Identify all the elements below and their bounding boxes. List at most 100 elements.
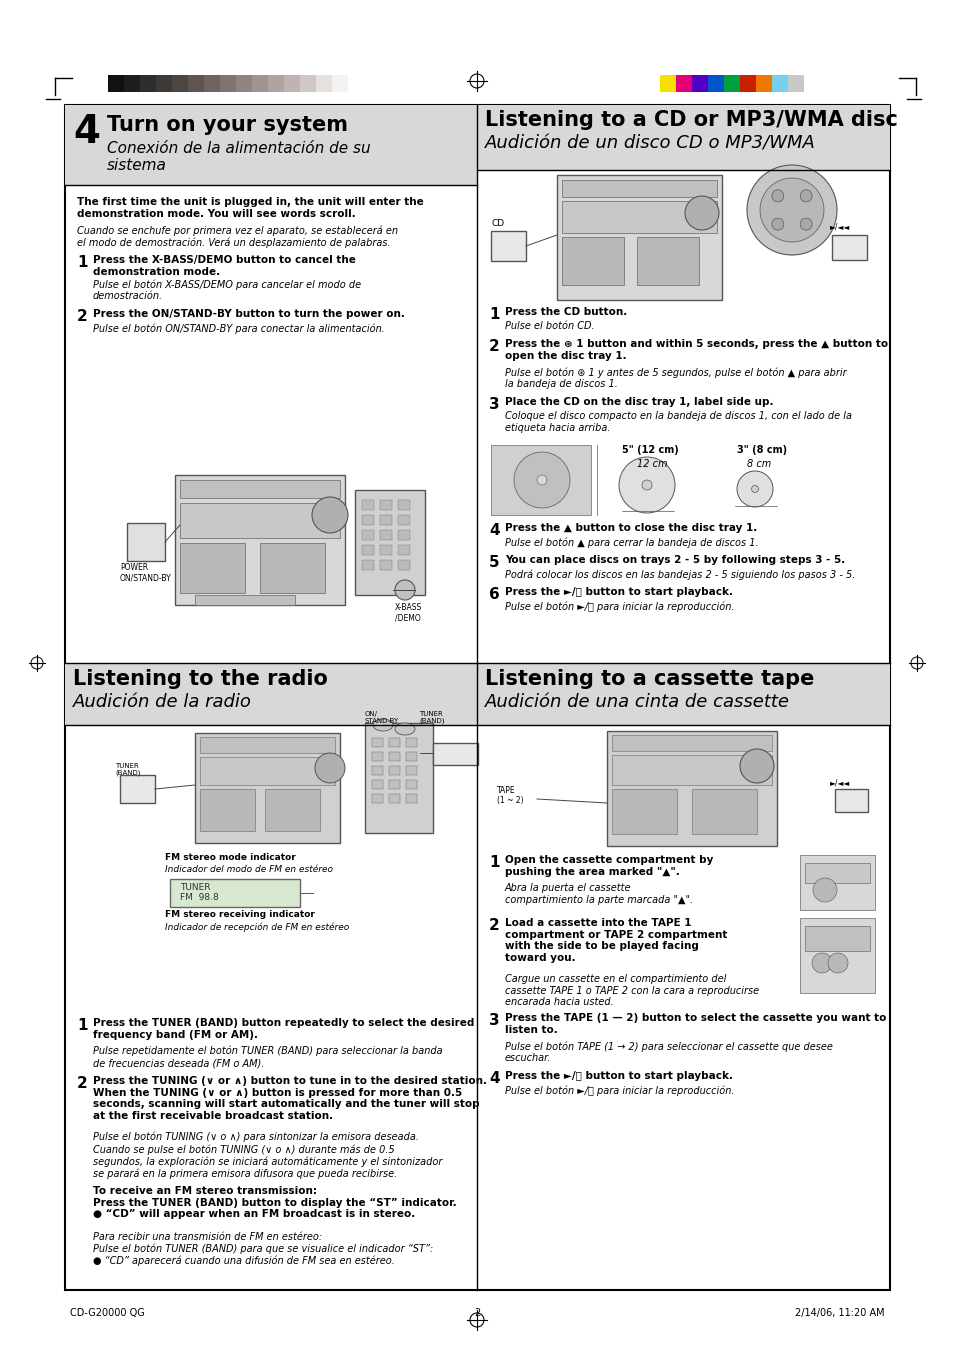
Circle shape [537,475,546,485]
Bar [397,515,410,525]
Text: FM stereo receiving indicator: FM stereo receiving indicator [165,910,314,919]
Bar [691,74,707,92]
Text: 8 cm: 8 cm [746,458,770,469]
Text: You can place discs on trays 2 - 5 by following steps 3 - 5.: You can place discs on trays 2 - 5 by fo… [504,556,844,565]
Text: 2: 2 [77,1076,88,1091]
Bar [491,231,525,261]
Text: TUNER
(BAND): TUNER (BAND) [115,763,140,776]
Text: Press the ⊛ 1 button and within 5 seconds, press the ▲ button to
open the disc t: Press the ⊛ 1 button and within 5 second… [504,339,887,361]
Bar [406,752,416,761]
Text: Conexión de la alimentación de su
sistema: Conexión de la alimentación de su sistem… [107,141,370,173]
Text: Indicador de recepción de FM en estéreo: Indicador de recepción de FM en estéreo [165,922,349,932]
Text: 6: 6 [489,587,499,602]
Bar [379,500,392,510]
Circle shape [760,178,823,242]
Text: Cargue un cassette en el compartimiento del
cassette TAPE 1 o TAPE 2 con la cara: Cargue un cassette en el compartimiento … [504,973,759,1007]
Bar [372,738,382,748]
Text: 2/14/06, 11:20 AM: 2/14/06, 11:20 AM [795,1307,884,1318]
Bar [406,767,416,775]
Text: Pulse el botón X-BASS/DEMO para cancelar el modo de
demostración.: Pulse el botón X-BASS/DEMO para cancelar… [92,279,361,301]
Text: Press the TUNER (BAND) button repeatedly to select the desired
frequency band (F: Press the TUNER (BAND) button repeatedly… [92,1018,474,1040]
Bar [180,544,245,594]
Text: 12 cm: 12 cm [637,458,667,469]
Bar [361,500,374,510]
Bar [372,794,382,803]
Bar [174,475,345,604]
Bar [120,775,154,803]
Text: 1: 1 [489,854,499,869]
Text: Listening to the radio: Listening to the radio [73,669,328,690]
Text: Pulse el botón TUNING (∨ o ∧) para sintonizar la emisora deseada.
Cuando se puls: Pulse el botón TUNING (∨ o ∧) para sinto… [92,1132,442,1179]
Bar [804,926,869,950]
Bar [707,74,723,92]
Bar [200,790,254,831]
Bar [406,780,416,790]
Bar [124,74,140,92]
Text: Indicador del modo de FM en estéreo: Indicador del modo de FM en estéreo [165,865,333,873]
Text: Pulse el botón TAPE (1 → 2) para seleccionar el cassette que desee
escuchar.: Pulse el botón TAPE (1 → 2) para selecci… [504,1041,832,1063]
Circle shape [812,877,836,902]
Circle shape [684,196,719,230]
Bar [188,74,204,92]
Bar [659,74,676,92]
Text: ON/
STAND-BY: ON/ STAND-BY [365,711,399,725]
Circle shape [800,218,811,230]
Bar [433,744,477,765]
Text: 3: 3 [489,397,499,412]
Text: The first time the unit is plugged in, the unit will enter the
demonstration mod: The first time the unit is plugged in, t… [77,197,423,219]
Text: ►/◄◄: ►/◄◄ [829,223,849,233]
Text: 2: 2 [489,918,499,933]
Bar [389,794,399,803]
Text: Pulse el botón CD.: Pulse el botón CD. [504,320,594,331]
Text: FM stereo mode indicator: FM stereo mode indicator [165,853,295,863]
Bar [557,174,721,300]
Bar [204,74,220,92]
Bar [561,201,717,233]
Bar [194,733,339,844]
Text: To receive an FM stereo transmission:
Press the TUNER (BAND) button to display t: To receive an FM stereo transmission: Pr… [92,1186,456,1220]
Bar [265,790,319,831]
Text: Open the cassette compartment by
pushing the area marked "▲".: Open the cassette compartment by pushing… [504,854,713,876]
Bar [561,180,717,197]
Text: Press the ►/⏮ button to start playback.: Press the ►/⏮ button to start playback. [504,1071,732,1082]
Text: Audición de una cinta de cassette: Audición de una cinta de cassette [484,694,789,711]
Circle shape [751,485,758,492]
Text: Press the TUNING (∨ or ∧) button to tune in to the desired station.
When the TUN: Press the TUNING (∨ or ∧) button to tune… [92,1076,486,1121]
Circle shape [771,218,783,230]
Bar [170,879,299,907]
Bar [800,918,874,992]
Bar [834,790,867,813]
Text: POWER
ON/STAND-BY: POWER ON/STAND-BY [120,562,172,583]
Bar [397,560,410,571]
Bar [284,74,299,92]
Bar [0,0,953,97]
Text: Abra la puerta el cassette
compartimiento la parte marcada "▲".: Abra la puerta el cassette compartimient… [504,883,693,904]
Bar [372,752,382,761]
Bar [831,235,866,260]
Bar [180,503,339,538]
Bar [65,105,476,185]
Bar [691,790,757,834]
Text: 4: 4 [489,523,499,538]
Bar [172,74,188,92]
Bar [740,74,755,92]
Bar [235,74,252,92]
Bar [379,560,392,571]
Text: 2: 2 [77,310,88,324]
Text: 2: 2 [474,1307,479,1318]
Text: ►/◄◄: ►/◄◄ [829,777,849,787]
Text: CD: CD [492,219,504,228]
Bar [252,74,268,92]
Bar [476,105,889,170]
Text: Press the ▲ button to close the disc tray 1.: Press the ▲ button to close the disc tra… [504,523,757,533]
Text: 1: 1 [489,307,499,322]
Text: 3" (8 cm): 3" (8 cm) [737,445,786,456]
Circle shape [514,452,569,508]
Bar [65,662,476,725]
Bar [397,545,410,556]
Bar [491,445,590,515]
Text: 4: 4 [73,114,100,151]
Bar [800,854,874,910]
Bar [332,74,348,92]
Text: 2: 2 [489,339,499,354]
